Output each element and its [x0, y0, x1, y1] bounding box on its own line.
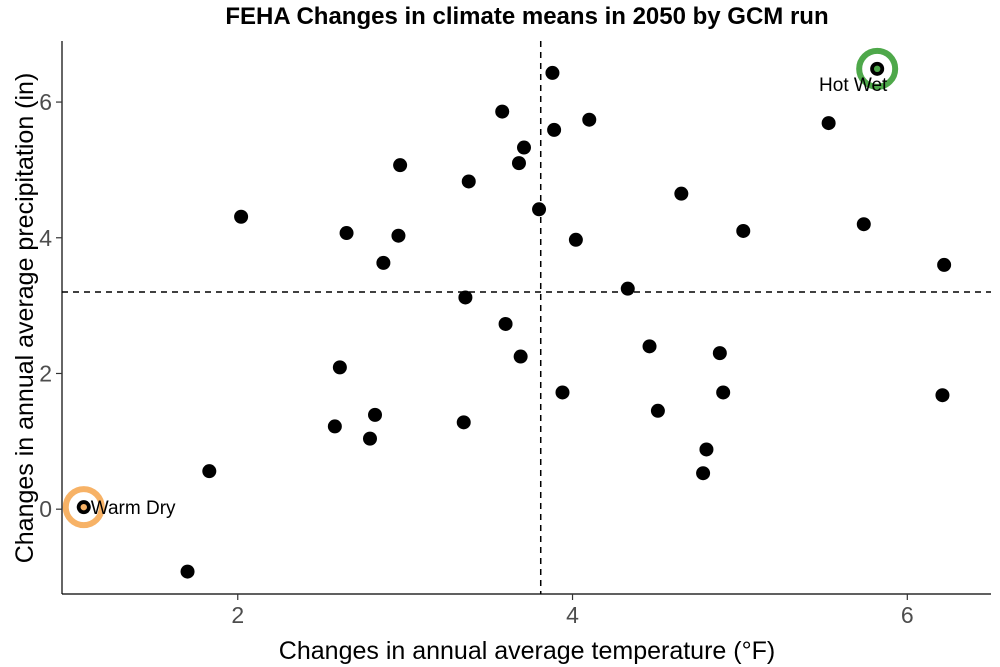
data-point	[555, 385, 570, 400]
y-tick-label: 6	[39, 89, 52, 115]
data-point	[498, 316, 513, 331]
data-point	[456, 415, 471, 430]
y-tick-label: 4	[39, 225, 52, 251]
data-point	[234, 209, 249, 224]
data-point	[368, 407, 383, 422]
highlight-label: Warm Dry	[91, 498, 176, 519]
data-point	[716, 385, 731, 400]
data-point	[568, 232, 583, 247]
highlight-label: Hot Wet	[819, 75, 888, 96]
data-point	[620, 281, 635, 296]
data-points	[76, 61, 952, 579]
data-point	[674, 186, 689, 201]
data-point	[376, 255, 391, 270]
y-tick-label: 2	[39, 360, 52, 386]
x-tick-label: 2	[231, 602, 244, 628]
data-point	[391, 228, 406, 243]
data-point	[180, 564, 195, 579]
data-point	[495, 104, 510, 119]
data-point	[736, 223, 751, 238]
data-point	[821, 116, 836, 131]
highlight-ring	[62, 486, 105, 529]
data-point	[513, 349, 528, 364]
highlight-markers: Warm Dry Hot Wet	[62, 47, 899, 529]
highlight-ring	[856, 47, 899, 90]
x-axis-ticks: 2 4 6	[231, 594, 914, 628]
data-point	[582, 112, 597, 127]
data-point	[856, 217, 871, 232]
data-point	[202, 464, 217, 479]
x-tick-label: 4	[566, 602, 579, 628]
y-axis-ticks: 0 2 4 6	[39, 89, 62, 522]
x-tick-label: 6	[901, 602, 914, 628]
data-point	[696, 466, 711, 481]
data-point	[332, 360, 347, 375]
highlight-center-dot	[873, 65, 881, 73]
y-axis-title: Changes in annual average precipitation …	[11, 73, 39, 564]
highlight-center-dot	[80, 503, 87, 511]
data-point	[937, 257, 952, 272]
x-axis-title: Changes in annual average temperature (°…	[279, 637, 775, 665]
data-point	[532, 202, 547, 217]
y-tick-label: 0	[39, 496, 52, 522]
data-point	[362, 431, 377, 446]
data-point	[516, 140, 531, 155]
data-point	[327, 419, 342, 434]
data-point	[712, 346, 727, 361]
data-point	[699, 442, 714, 457]
data-point	[545, 65, 560, 80]
data-point	[642, 339, 657, 354]
data-point	[650, 403, 665, 418]
data-point	[511, 156, 526, 171]
data-point	[935, 388, 950, 403]
data-point	[339, 226, 354, 241]
data-point	[458, 290, 473, 305]
chart-title: FEHA Changes in climate means in 2050 by…	[225, 3, 828, 30]
data-point	[393, 158, 408, 173]
data-point	[461, 174, 476, 189]
data-point	[547, 122, 562, 137]
